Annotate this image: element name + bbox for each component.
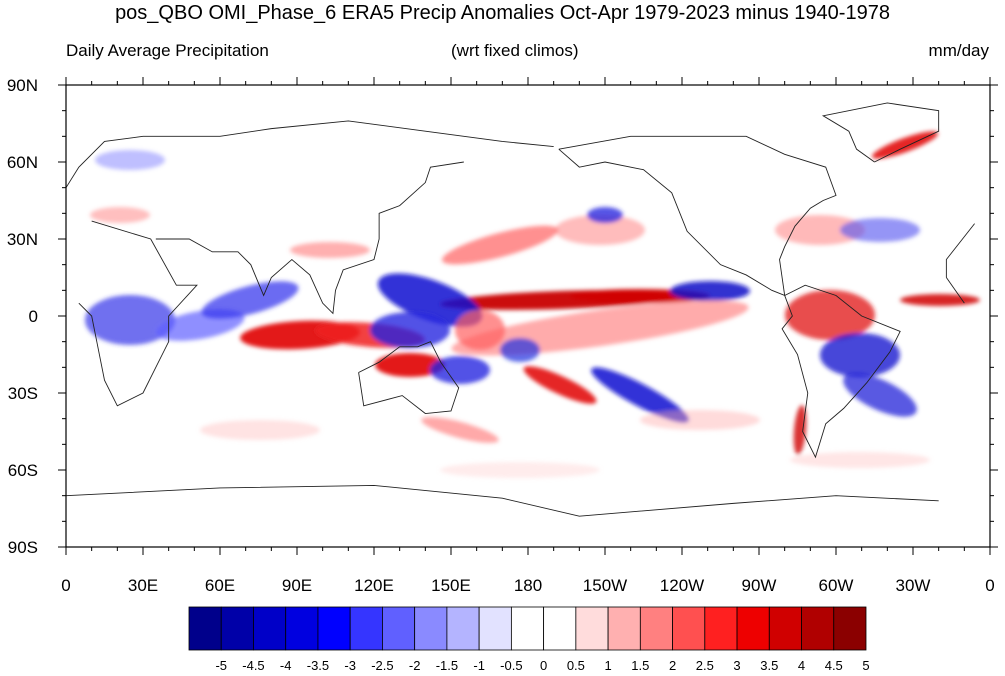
colorbar-label: 3 bbox=[733, 658, 740, 673]
colorbar-swatch bbox=[446, 606, 480, 651]
colorbar-swatch bbox=[833, 606, 867, 651]
lat-label: 30N bbox=[7, 230, 38, 249]
reference-label: (wrt fixed climos) bbox=[451, 41, 579, 60]
colorbar-label: 2 bbox=[669, 658, 676, 673]
colorbar-swatch bbox=[768, 606, 802, 651]
lon-label: 60E bbox=[205, 576, 235, 595]
map-title: pos_QBO OMI_Phase_6 ERA5 Precip Anomalie… bbox=[115, 2, 890, 24]
colorbar-label: -4 bbox=[280, 658, 292, 673]
colorbar-swatch bbox=[543, 606, 577, 651]
lon-label: 0 bbox=[61, 576, 70, 595]
lon-label: 30E bbox=[128, 576, 158, 595]
lon-label: 150W bbox=[583, 576, 627, 595]
colorbar-swatch bbox=[285, 606, 319, 651]
colorbar-swatch bbox=[188, 606, 222, 651]
colorbar-swatch bbox=[220, 606, 254, 651]
units-label: mm/day bbox=[928, 41, 989, 60]
colorbar: -5 -4.5 -4 -3.5 -3 -2.5 -2 -1.5 -1 -0.5 0 0.5 1 1.5 2 2… bbox=[188, 606, 870, 673]
colorbar-label: -4.5 bbox=[242, 658, 264, 673]
lat-label: 0 bbox=[29, 307, 38, 326]
colorbar-swatch bbox=[801, 606, 835, 651]
lon-label: 90E bbox=[282, 576, 312, 595]
lon-label: 180 bbox=[514, 576, 542, 595]
anomaly-field bbox=[66, 85, 990, 547]
colorbar-swatch bbox=[253, 606, 287, 651]
colorbar-swatch bbox=[607, 606, 641, 651]
colorbar-label: -3.5 bbox=[307, 658, 329, 673]
lon-label: 60W bbox=[819, 576, 854, 595]
lon-label: 120W bbox=[660, 576, 704, 595]
colorbar-label: 1.5 bbox=[631, 658, 649, 673]
colorbar-label: -2 bbox=[409, 658, 421, 673]
colorbar-label: -1.5 bbox=[436, 658, 458, 673]
lon-label: 30W bbox=[896, 576, 931, 595]
colorbar-swatch bbox=[317, 606, 351, 651]
colorbar-swatch bbox=[349, 606, 383, 651]
colorbar-label: 4.5 bbox=[825, 658, 843, 673]
colorbar-swatch bbox=[510, 606, 545, 651]
lat-label: 90S bbox=[8, 538, 38, 557]
lon-label: 120E bbox=[354, 576, 394, 595]
lat-label: 60N bbox=[7, 153, 38, 172]
colorbar-label: -2.5 bbox=[371, 658, 393, 673]
colorbar-label: 0 bbox=[540, 658, 547, 673]
variable-label: Daily Average Precipitation bbox=[66, 41, 269, 60]
colorbar-label: 3.5 bbox=[760, 658, 778, 673]
lat-label: 30S bbox=[8, 384, 38, 403]
colorbar-swatch bbox=[414, 606, 448, 651]
colorbar-swatch bbox=[672, 606, 706, 651]
lon-label: 150E bbox=[431, 576, 471, 595]
colorbar-label: 0.5 bbox=[567, 658, 585, 673]
colorbar-label: -5 bbox=[215, 658, 227, 673]
colorbar-swatch bbox=[704, 606, 738, 651]
colorbar-swatch bbox=[478, 606, 512, 651]
colorbar-swatch bbox=[736, 606, 770, 651]
colorbar-label: 4 bbox=[798, 658, 805, 673]
colorbar-label: -0.5 bbox=[500, 658, 522, 673]
colorbar-label: -3 bbox=[344, 658, 356, 673]
lon-label: 90W bbox=[742, 576, 777, 595]
colorbar-label: 1 bbox=[604, 658, 611, 673]
lon-label: 0 bbox=[985, 576, 994, 595]
colorbar-swatch bbox=[639, 606, 673, 651]
colorbar-label: -1 bbox=[473, 658, 485, 673]
lat-label: 90N bbox=[7, 76, 38, 95]
colorbar-swatch bbox=[382, 606, 416, 651]
colorbar-label: 5 bbox=[862, 658, 869, 673]
lat-label: 60S bbox=[8, 461, 38, 480]
colorbar-label: 2.5 bbox=[696, 658, 714, 673]
colorbar-swatch bbox=[575, 606, 609, 651]
